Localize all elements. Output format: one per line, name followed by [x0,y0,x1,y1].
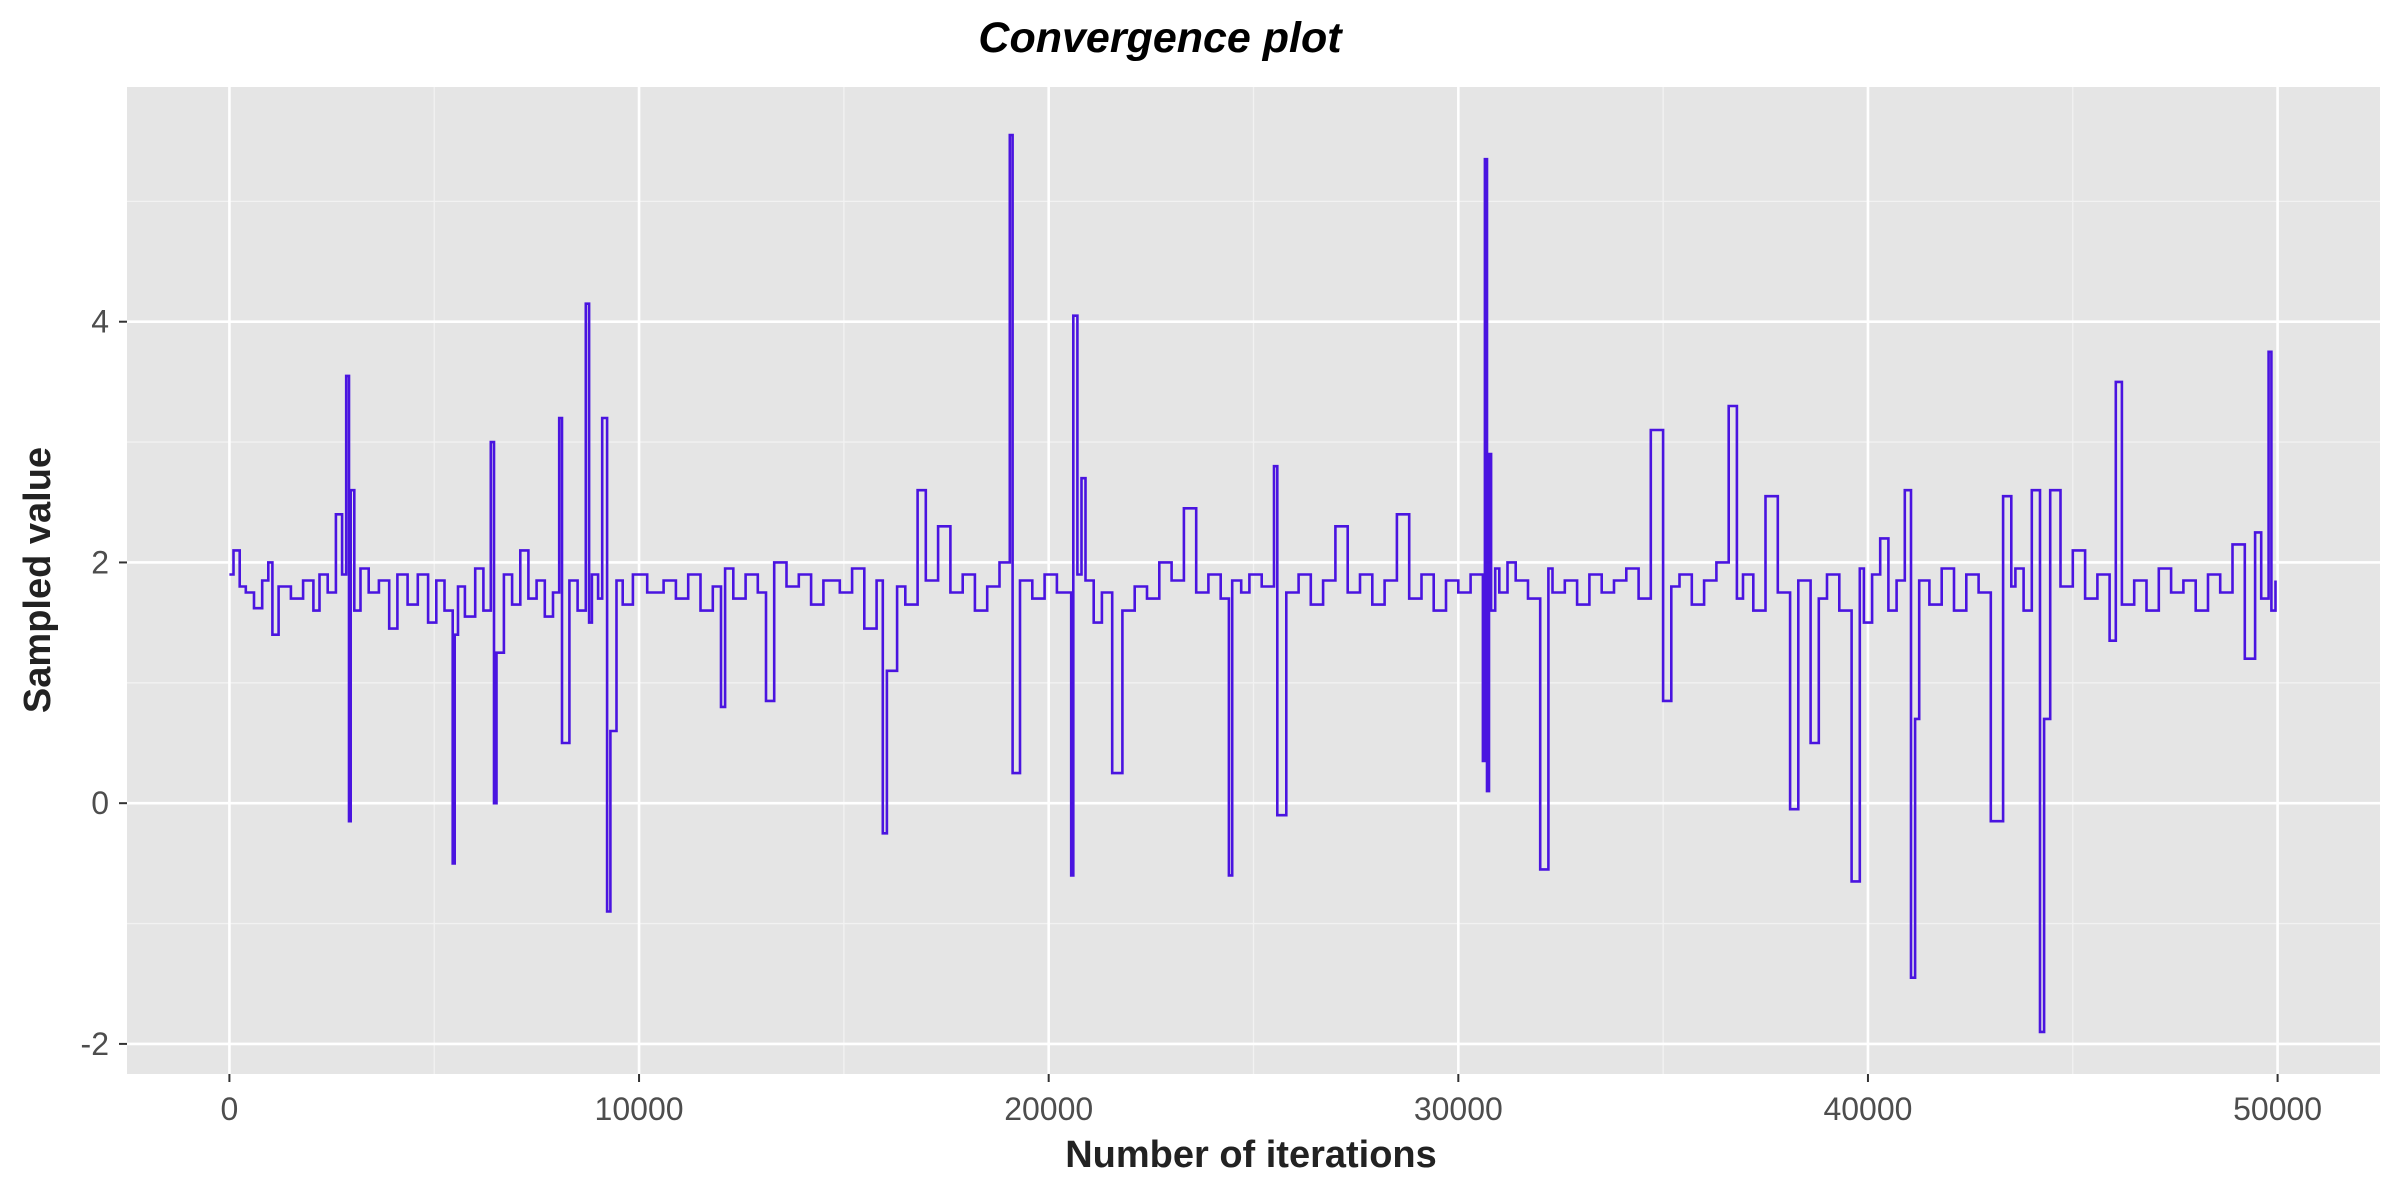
x-tick-label: 0 [221,1091,239,1127]
x-tick-label: 30000 [1414,1091,1503,1127]
y-axis: -2 0 2 4 [81,304,127,1062]
y-tick-label: 2 [91,544,109,580]
x-tick-label: 40000 [1823,1091,1912,1127]
x-tick-label: 50000 [2233,1091,2322,1127]
series-line [229,133,2277,1034]
x-tick-label: 20000 [1004,1091,1093,1127]
x-axis: 0 10000 20000 30000 40000 50000 [221,1074,2322,1127]
x-axis-label: Number of iterations [1065,1134,1437,1176]
chart-title: Convergence plot [978,14,1343,62]
major-grid [127,87,2380,1074]
x-tick-label: 10000 [595,1091,684,1127]
y-tick-label: 0 [91,785,109,821]
y-axis-label: Sampled value [17,447,59,713]
minor-grid [127,87,2380,1074]
y-tick-label: 4 [91,304,109,340]
y-tick-label: -2 [81,1026,109,1062]
